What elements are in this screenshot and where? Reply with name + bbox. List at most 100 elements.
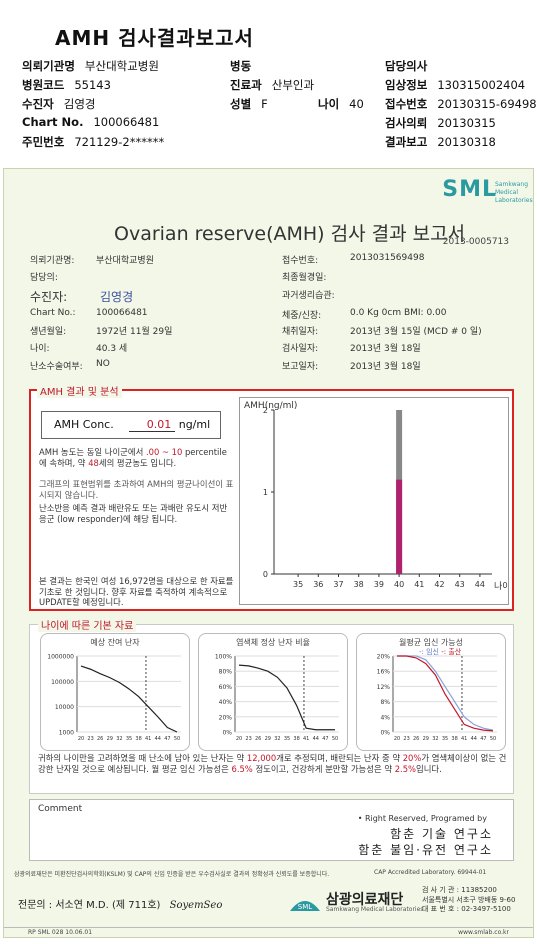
foundation-sub: Samkwang Medical Laboratories xyxy=(326,906,424,913)
x-tick-label: 37 xyxy=(333,580,343,589)
amh-chart: AMH(ng/ml) 0 1 2 35 36 37 38 39 40 41 42 43 44 나이 xyxy=(239,397,511,605)
x-tick-label: 35 xyxy=(284,736,290,742)
amh-conc-value: 0.01 xyxy=(128,418,176,432)
amh-para-1: AMH 농도는 동일 나이군에서 .00 ~ 10 percentile에 속하… xyxy=(39,447,227,468)
y-tick-label: 10000 xyxy=(55,704,74,711)
foundation-name: 삼광의료재단 xyxy=(326,892,404,908)
y-tick-label: 16% xyxy=(377,669,391,676)
remaining-eggs-chart: 예상 잔여 난자 1000 10000 100000 1000000 20 23 26 29 3… xyxy=(40,633,190,751)
bar xyxy=(396,479,403,574)
pregnancy-chance-chart: 월평균 임신 가능성 -: 임신 -: 출산 0% 4% 8% 12% 16% 20% 20… xyxy=(356,633,506,751)
x-tick-label: 40 xyxy=(394,580,404,589)
series-line xyxy=(397,655,494,732)
x-axis-label: 나이 xyxy=(494,581,508,592)
x-tick-label: 20 xyxy=(394,736,400,742)
header-field: 병원코드 55143 xyxy=(22,78,111,92)
x-tick-label: 50 xyxy=(490,736,496,742)
header-field: 수진자 김영경 xyxy=(22,97,96,111)
y-tick-label: 1 xyxy=(263,488,268,497)
x-tick-label: 20 xyxy=(236,736,242,742)
normal-egg-ratio-chart: 염색체 정상 난자 비율 0% 20% 40% 60% 80% 100% 20 23 26 29 3… xyxy=(198,633,348,751)
amh-results-box: AMH 결과 및 분석 AMH Conc. 0.01 ng/ml AMH 농도는… xyxy=(29,383,514,611)
right-info-row: 보고일자: 2013년 3월 18일 xyxy=(282,362,421,372)
amh-conc-box: AMH Conc. 0.01 ng/ml xyxy=(41,411,221,439)
x-tick-label: 50 xyxy=(174,736,180,742)
x-tick-label: 20 xyxy=(78,736,84,742)
x-tick-label: 29 xyxy=(423,736,429,742)
x-tick-label: 26 xyxy=(255,736,261,742)
left-info-row: 나이: 40.3 세 xyxy=(30,344,128,354)
x-tick-label: 38 xyxy=(354,580,364,589)
x-tick-label: 50 xyxy=(332,736,338,742)
footer-note: 삼광의료재단은 미환진단검사의학회(KSLM) 및 CAP의 신입 인증을 받은… xyxy=(14,871,330,878)
chart3-legend: -: 임신 -: 출산 xyxy=(419,647,461,657)
x-tick-label: 44 xyxy=(313,736,319,742)
right-info-row: 최종월경일: xyxy=(282,273,327,283)
header-field: 진료과 산부인과 xyxy=(230,78,315,92)
left-info-row: 담당의: xyxy=(30,273,58,283)
chart3-title: 월평균 임신 가능성 xyxy=(399,638,463,647)
x-tick-label: 41 xyxy=(461,736,467,742)
y-tick-label: 40% xyxy=(219,699,233,706)
right-info-row: 접수번호: 2013031569498 xyxy=(282,253,425,266)
x-tick-label: 23 xyxy=(87,736,93,742)
amh-para-4: 본 결과는 한국인 여성 16,972명을 대상으로 한 자료를 기초로 한 것… xyxy=(39,576,234,607)
chart2-title: 염색체 정상 난자 비율 xyxy=(236,638,310,647)
y-tick-label: 100% xyxy=(215,654,232,661)
y-tick-label: 1000 xyxy=(59,730,74,737)
header-field: 접수번호 20130315-69498 xyxy=(385,97,537,111)
signer: 전문의 : 서소연 M.D. (제 711호) SoyemSeo xyxy=(18,896,222,911)
header-field xyxy=(318,115,328,129)
sml-logo: SML xyxy=(442,177,497,202)
x-tick-label: 39 xyxy=(374,580,384,589)
x-tick-label: 32 xyxy=(116,736,122,742)
header-field xyxy=(318,134,328,148)
rights-text: • Right Reserved, Programed by xyxy=(357,814,487,823)
header-field: 주민번호 721129-2****** xyxy=(22,135,165,149)
x-tick-label: 47 xyxy=(164,736,170,742)
legend-birth: -: 출산 xyxy=(441,648,462,656)
foundation-icon-text: SML xyxy=(298,903,312,911)
x-tick-label: 29 xyxy=(107,736,113,742)
age-legend: 나이에 따른 기본 자료 xyxy=(38,617,137,632)
x-tick-label: 23 xyxy=(245,736,251,742)
lab-name-2: 함춘 불임·유전 연구소 xyxy=(358,843,493,857)
right-info-row: 체중/신장: 0.0 Kg 0cm BMI: 0.00 xyxy=(282,308,447,321)
left-info-row: 난소수술여부: NO xyxy=(30,359,110,372)
y-tick-label: 100000 xyxy=(51,679,74,686)
series-line xyxy=(238,664,335,731)
header-field xyxy=(318,58,328,72)
x-tick-label: 23 xyxy=(403,736,409,742)
legend-pregnancy: -: 임신 xyxy=(419,648,439,656)
foundation-icon: SML xyxy=(290,901,320,911)
x-tick-label: 44 xyxy=(475,580,485,589)
amh-para-3: 난소반응 예측 결과 배란유도 또는 과배란 유도시 저반응군 (low res… xyxy=(39,503,228,524)
x-tick-label: 29 xyxy=(265,736,271,742)
lab-name-1: 함춘 기술 연구소 xyxy=(390,827,493,841)
header-field: 나이 40 xyxy=(318,97,364,111)
header-field: 병동 xyxy=(230,59,252,73)
left-info-row: 의뢰기관명: 부산대학교병원 xyxy=(30,256,154,266)
x-tick-label: 41 xyxy=(414,580,424,589)
header-field: 검사의뢰 20130315 xyxy=(385,116,496,130)
x-tick-label: 41 xyxy=(145,736,151,742)
x-tick-label: 43 xyxy=(455,580,465,589)
cap-note: CAP Accredited Laboratory. 69944-01 xyxy=(374,869,487,876)
comment-label: Comment xyxy=(38,804,83,814)
chart1-title: 예상 잔여 난자 xyxy=(90,638,140,647)
x-tick-label: 35 xyxy=(293,580,303,589)
left-info-row: Chart No.: 100066481 xyxy=(30,308,148,318)
header-field: 임상정보 130315002404 xyxy=(385,78,526,92)
left-info-row: 수진자: 김영경 xyxy=(30,290,134,304)
x-tick-label: 44 xyxy=(471,736,477,742)
header-field xyxy=(230,115,240,129)
x-tick-label: 26 xyxy=(413,736,419,742)
y-tick-label: 80% xyxy=(219,669,233,676)
x-tick-label: 42 xyxy=(434,580,444,589)
series-line xyxy=(397,655,494,731)
header-field: 담당의사 xyxy=(385,59,428,73)
report-number: 2013-0005713 xyxy=(442,237,509,247)
x-tick-label: 32 xyxy=(274,736,280,742)
contact-info: 검 사 기 관 : 11385200 서울특별시 서초구 방배동 9-60 대 … xyxy=(422,886,516,913)
report-title: Ovarian reserve(AMH) 검사 결과 보고서 xyxy=(114,223,466,245)
